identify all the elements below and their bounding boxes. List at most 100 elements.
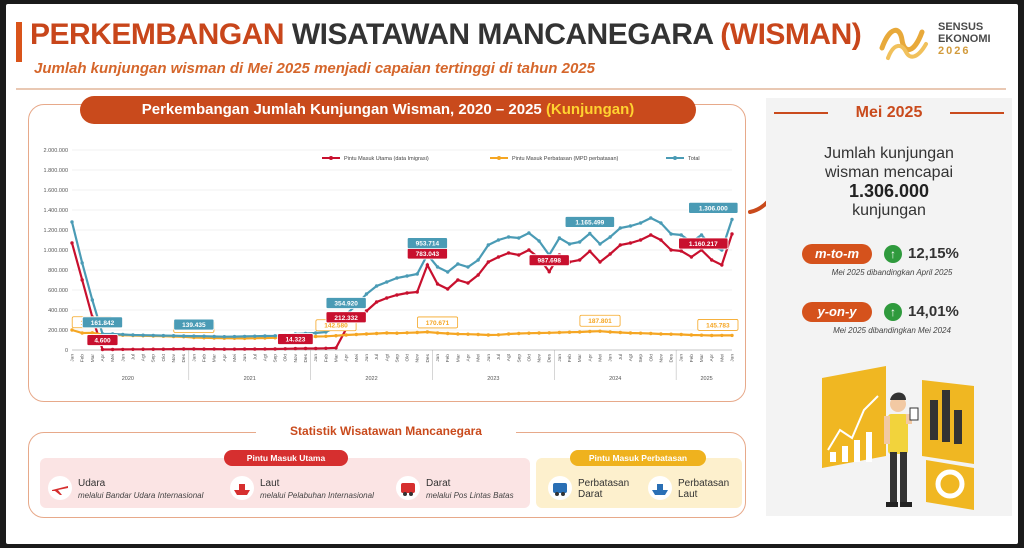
data-point — [537, 331, 541, 335]
perbatasan-darat-label: Perbatasan Darat — [578, 478, 629, 500]
up-arrow-icon: ↑ — [884, 303, 902, 321]
data-point — [649, 233, 653, 237]
airplane-icon — [48, 476, 72, 500]
callout-label: 212.332 — [334, 315, 358, 322]
data-point — [80, 331, 84, 335]
x-tick-label: Mei — [354, 354, 360, 362]
data-point — [730, 232, 734, 236]
x-tick-label: Jun — [364, 354, 370, 362]
x-tick-label: Jun — [486, 354, 492, 362]
data-point — [141, 347, 145, 351]
data-point — [425, 263, 430, 267]
data-point — [232, 334, 237, 339]
analyst-illustration-icon — [822, 366, 974, 510]
year-label: 2024 — [609, 376, 621, 382]
data-point — [496, 238, 501, 242]
x-tick-label: Sep — [394, 354, 400, 363]
data-point — [598, 329, 602, 333]
data-point — [618, 330, 623, 335]
data-point — [334, 334, 338, 338]
data-point — [70, 328, 74, 332]
data-point — [557, 330, 562, 335]
x-tick-label: Agt — [628, 353, 634, 361]
data-point — [435, 331, 440, 335]
data-point — [527, 331, 531, 335]
data-point — [141, 333, 145, 337]
x-tick-label: Okt — [526, 353, 532, 361]
darat-label: Darat — [426, 478, 451, 489]
x-tick-label: Mar — [699, 354, 705, 363]
series-line — [71, 328, 732, 340]
pintu-masuk-perbatasan-panel: Pintu Masuk Perbatasan Perbatasan Darat P… — [536, 450, 742, 508]
data-point — [638, 238, 643, 242]
x-tick-label: Des — [181, 353, 187, 362]
metric-mtom: m-to-m ↑ 12,15% Mei 2025 dibandingkan Ap… — [802, 244, 1002, 284]
udara-sub: melalui Bandar Udara Internasional — [78, 491, 204, 500]
data-point — [181, 334, 186, 338]
x-tick-label: Agt — [262, 353, 268, 361]
mtom-note: Mei 2025 dibandingkan April 2025 — [831, 268, 953, 277]
title-part-1: PERKEMBANGAN — [30, 18, 285, 51]
data-point — [435, 265, 440, 269]
data-point — [161, 333, 166, 338]
x-tick-label: Jan — [557, 354, 563, 362]
year-label: 2022 — [365, 376, 377, 382]
x-tick-label: Jul — [374, 354, 380, 360]
data-point — [263, 334, 267, 338]
data-point — [324, 330, 328, 334]
data-point — [628, 331, 633, 335]
data-point — [313, 331, 318, 335]
data-point — [232, 347, 237, 351]
desc-value: 1.306.000 — [848, 181, 930, 201]
data-point — [192, 334, 196, 338]
y-tick-label: 800.000 — [48, 268, 68, 274]
desc-unit: kunjungan — [852, 202, 926, 219]
data-point — [527, 248, 531, 252]
data-point — [730, 217, 734, 222]
logo-mark-icon — [879, 28, 928, 60]
data-point — [638, 331, 643, 335]
data-point — [679, 249, 683, 253]
x-tick-label: Okt — [161, 353, 167, 361]
data-point — [699, 233, 704, 237]
yony-value: 14,01% — [908, 303, 959, 320]
data-point — [405, 274, 409, 278]
yony-note: Mei 2025 dibandingkan Mei 2024 — [833, 326, 951, 335]
data-point — [547, 269, 551, 274]
data-point — [577, 240, 582, 244]
data-point — [70, 241, 74, 245]
x-tick-label: Jan — [70, 354, 76, 362]
x-tick-label: Apr — [344, 354, 350, 362]
data-point — [202, 347, 206, 351]
data-point — [374, 284, 379, 288]
data-point — [720, 263, 724, 267]
data-point — [588, 329, 592, 334]
x-tick-label: Nov — [537, 353, 543, 362]
data-point — [618, 243, 623, 247]
data-point — [293, 346, 298, 351]
up-arrow-icon: ↑ — [884, 245, 902, 263]
data-point — [669, 332, 673, 336]
callout-label: 987.698 — [537, 258, 561, 265]
data-point — [598, 242, 602, 246]
data-point — [557, 236, 562, 240]
y-tick-label: 1.000.000 — [44, 248, 68, 254]
data-point — [456, 278, 460, 282]
x-tick-label: Nov — [415, 353, 421, 362]
x-tick-label: Mar — [334, 354, 340, 363]
chart-title: Perkembangan Jumlah Kunjungan Wisman, 20… — [80, 96, 696, 124]
data-point — [222, 347, 227, 351]
callout-label: 1.165.499 — [575, 219, 604, 226]
data-point — [689, 333, 694, 337]
data-point — [669, 248, 673, 252]
chart-title-main: Perkembangan Jumlah Kunjungan Wisman, 20… — [141, 101, 542, 118]
data-point — [131, 347, 135, 351]
x-tick-label: Mei — [110, 354, 116, 362]
data-point — [202, 334, 206, 338]
x-tick-label: Jul — [252, 354, 258, 360]
data-point — [313, 334, 318, 339]
data-point — [649, 216, 653, 220]
x-tick-label: Sep — [273, 354, 279, 363]
y-tick-label: 2.000.000 — [44, 148, 68, 154]
year-label: 2025 — [700, 376, 712, 382]
